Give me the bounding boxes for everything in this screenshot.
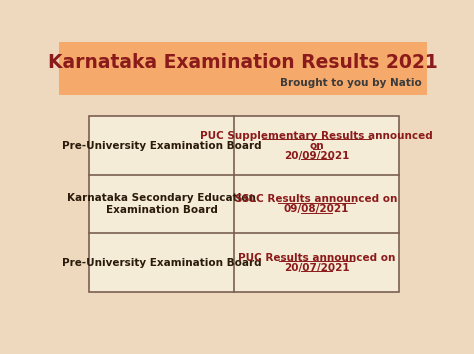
Bar bbox=[59, 42, 427, 95]
Text: SSLC Results announced on: SSLC Results announced on bbox=[236, 194, 398, 204]
Text: Karnataka Secondary Education
Examination Board: Karnataka Secondary Education Examinatio… bbox=[67, 193, 256, 215]
Text: PUC Supplementary Results announced: PUC Supplementary Results announced bbox=[200, 131, 433, 141]
Text: Pre-University Examination Board: Pre-University Examination Board bbox=[62, 141, 261, 151]
Text: Karnataka Examination Results 2021: Karnataka Examination Results 2021 bbox=[48, 53, 438, 72]
Text: PUC Results announced on: PUC Results announced on bbox=[238, 253, 395, 263]
Text: Brought to you by Natio: Brought to you by Natio bbox=[280, 78, 422, 87]
Text: 09/08/2021: 09/08/2021 bbox=[284, 204, 349, 214]
Text: 20/07/2021: 20/07/2021 bbox=[284, 263, 349, 273]
Text: 20/09/2021: 20/09/2021 bbox=[284, 151, 349, 161]
Text: Pre-University Examination Board: Pre-University Examination Board bbox=[62, 258, 261, 268]
Text: on: on bbox=[309, 141, 324, 151]
Bar bbox=[89, 116, 399, 292]
